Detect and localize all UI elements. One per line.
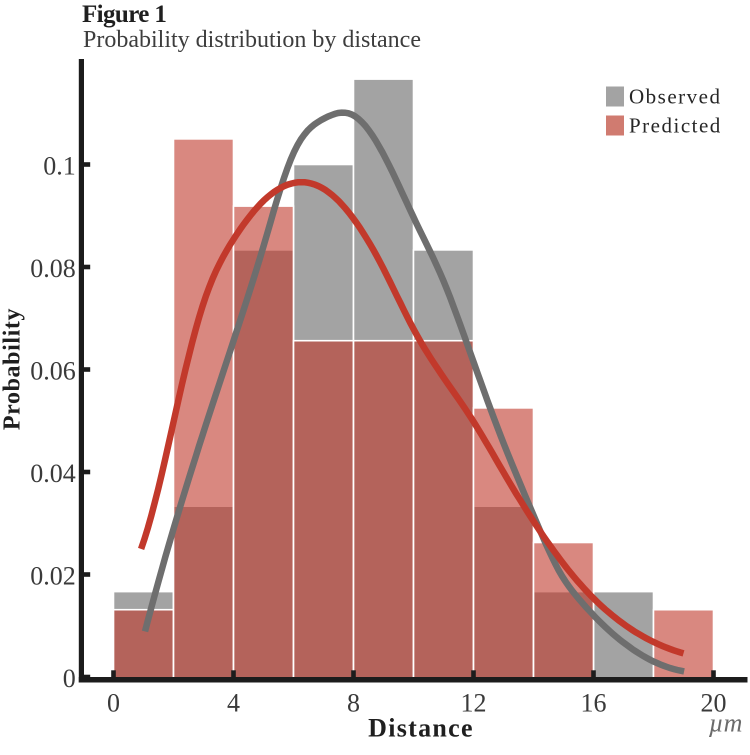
- svg-text:0.04: 0.04: [30, 459, 76, 488]
- svg-text:0: 0: [107, 689, 120, 718]
- svg-text:µm: µm: [709, 709, 743, 738]
- svg-text:Distance: Distance: [368, 714, 474, 743]
- svg-text:0.1: 0.1: [43, 152, 76, 181]
- svg-text:0.06: 0.06: [30, 357, 76, 386]
- svg-text:0.08: 0.08: [30, 254, 76, 283]
- svg-text:Probability: Probability: [0, 308, 26, 430]
- svg-text:12: 12: [461, 689, 487, 718]
- svg-text:8: 8: [347, 689, 360, 718]
- svg-text:4: 4: [227, 689, 240, 718]
- svg-text:0: 0: [63, 664, 76, 693]
- svg-text:0.02: 0.02: [30, 562, 76, 591]
- svg-text:Predicted: Predicted: [629, 114, 722, 138]
- svg-text:Observed: Observed: [629, 85, 721, 109]
- svg-text:16: 16: [581, 689, 607, 718]
- svg-text:20: 20: [701, 689, 727, 718]
